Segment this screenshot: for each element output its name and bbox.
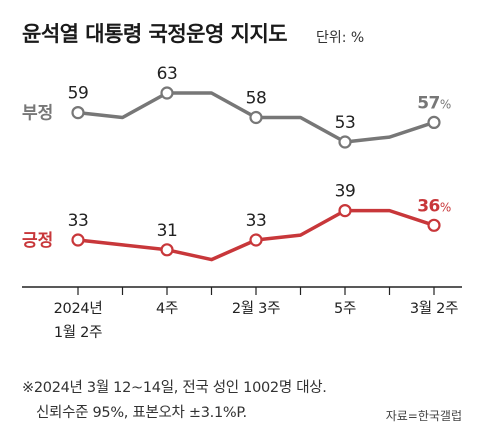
data-label: 53: [335, 113, 356, 133]
series-name-1: 긍정: [22, 231, 53, 251]
data-label: 58: [246, 89, 267, 109]
source-credit: 자료=한국갤럽: [385, 409, 462, 423]
data-label: 31: [157, 221, 178, 241]
footnote-line-2: 신뢰수준 95%, 표본오차 ±3.1%P.: [36, 405, 247, 421]
data-label: 39: [335, 182, 356, 202]
series-name-0: 부정: [22, 104, 53, 124]
data-label: 33: [68, 211, 89, 231]
line-chart: 부정 59 63 58 53 57% 긍정 33 31 33 39 36% 2024년 1월 2주 4주 2월…: [22, 64, 462, 341]
data-label-unit: %: [440, 200, 451, 214]
data-label: 57%: [417, 93, 451, 113]
x-tick-label: 2월 3주: [232, 300, 280, 317]
data-point: [71, 105, 85, 120]
chart-title: 윤석열 대통령 국정운영 지지도: [22, 22, 288, 46]
data-point: [338, 204, 352, 218]
data-point: [338, 135, 352, 149]
data-label: 36%: [417, 196, 451, 216]
x-tick-label: 3월 2주: [410, 300, 458, 317]
unit-label: 단위: %: [316, 30, 365, 46]
data-label: 59: [68, 84, 89, 104]
data-point: [427, 115, 441, 130]
footnote-line-1: ※2024년 3월 12~14일, 전국 성인 1002명 대상.: [22, 380, 327, 396]
x-tick-label: 1월 2주: [54, 324, 102, 341]
data-point: [160, 243, 174, 257]
data-point: [160, 86, 174, 100]
data-point: [427, 218, 441, 232]
x-tick-label: 4주: [156, 301, 178, 317]
data-label-unit: %: [440, 97, 451, 111]
data-point: [71, 233, 85, 247]
data-point: [249, 110, 263, 125]
x-tick-label: 2024년: [54, 300, 103, 317]
data-label: 63: [157, 64, 178, 84]
data-point: [249, 233, 263, 247]
data-label: 33: [246, 211, 267, 231]
x-tick-label: 5주: [334, 301, 356, 317]
footnote: ※2024년 3월 12~14일, 전국 성인 1002명 대상. 신뢰수준 9…: [22, 376, 327, 426]
